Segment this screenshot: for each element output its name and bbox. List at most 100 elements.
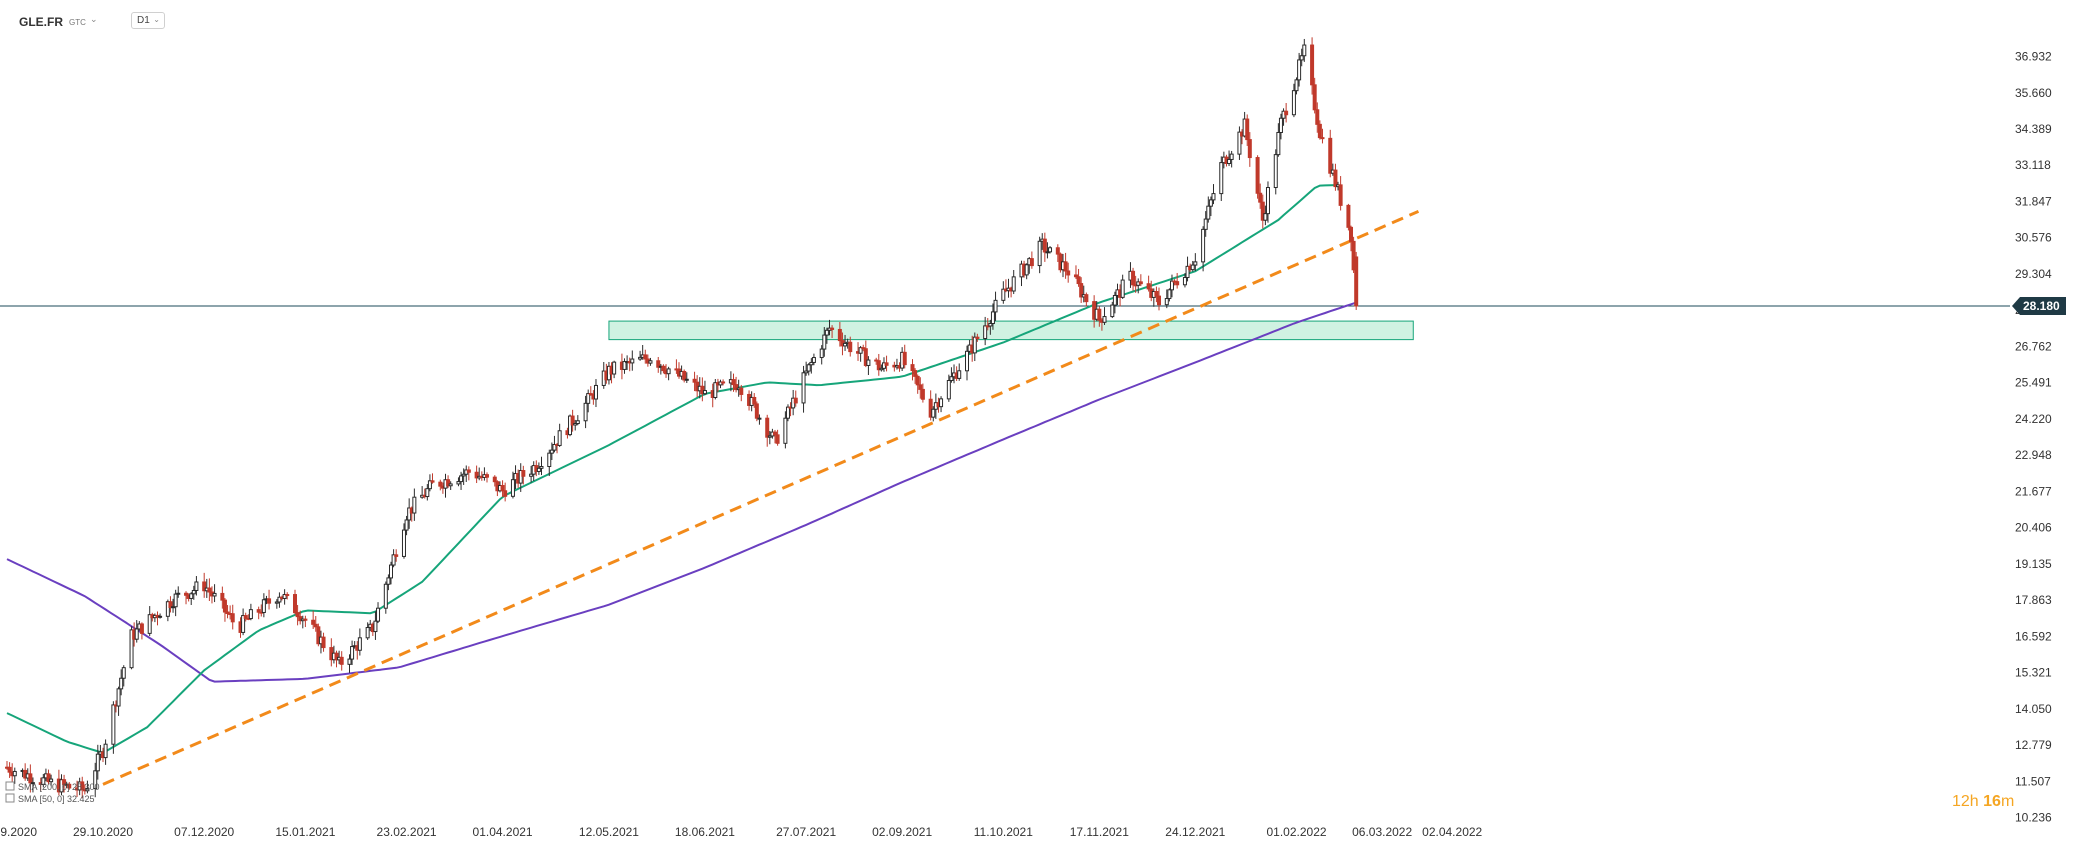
candle-bull [134,628,139,640]
candle-bear [1131,270,1136,286]
countdown-minutes-unit: m [2000,793,2015,810]
candle-bull [949,376,954,382]
candle-bull [1037,240,1042,267]
candle-bull [583,402,588,422]
candle-bull [965,350,970,372]
candle-bull [176,592,181,595]
candle-bull [1229,153,1234,160]
candle-bear [1146,283,1151,290]
candle-bear [243,615,248,619]
candle-bear [1175,281,1180,286]
candle-bull [804,370,809,374]
candle-bear [466,469,471,473]
candle-bull [1203,218,1208,230]
candle-bear [222,599,227,613]
symbol-name[interactable]: GLE.FR [19,15,63,29]
candle-bull [536,467,541,472]
candle-bear [1320,137,1325,140]
countdown-minutes: 16 [1983,793,2001,810]
candle-bull [630,358,635,364]
candle-bull [684,378,689,381]
candle-bull [988,322,993,327]
candle-bear [339,656,344,665]
candle-bear [773,431,778,436]
candle-bear [692,378,697,383]
candle-bear [775,434,780,444]
x-tick-label: 24.12.2021 [1165,825,1225,839]
candle-bull [121,667,126,679]
candle-bull [12,770,17,777]
countdown-hours: 12 [1952,793,1970,810]
candle-bear [752,396,757,405]
chevron-down-icon: ⌄ [153,15,160,24]
candle-bull [1297,59,1302,81]
candle-bear [521,470,526,477]
candle-bear [202,581,207,592]
candle-bear [295,612,300,618]
candle-bull [427,480,432,490]
candle-bull [1102,316,1107,323]
candle-bull [702,390,707,395]
candle-bull [459,475,464,483]
candle-bear [876,360,881,371]
timeframe-select[interactable]: D1 ⌄ [131,12,165,29]
trendline [102,209,1420,786]
y-tick-label: 14.050 [2015,702,2052,716]
candle-bull [783,417,788,444]
candle-bull [946,380,951,400]
candle-bear [1328,137,1333,174]
candle-bear [303,618,308,621]
candle-bull [1208,199,1213,207]
candle-bull [391,554,396,566]
candle-bear [1255,157,1260,194]
candle-bull [931,408,936,418]
chevron-down-icon[interactable]: ⌄ [90,14,98,24]
y-tick-label: 25.491 [2015,376,2052,390]
candle-bear [394,554,399,557]
candle-bull [983,325,988,340]
candle-bear [884,362,889,366]
candle-bull [158,615,163,618]
candle-bull [383,583,388,609]
candle-bear [1066,270,1071,276]
candle-bull [713,382,718,398]
candle-bear [225,611,230,615]
y-tick-label: 30.576 [2015,231,2052,245]
candle-bear [915,375,920,386]
x-tick-label: 12.05.2021 [579,825,639,839]
y-tick-label: 22.948 [2015,448,2052,462]
chart-toolbar: GLE.FR GTC ⌄ D1 ⌄ [0,0,2079,40]
candle-bull [648,360,653,364]
price-tag-box [2012,296,2066,315]
candle-bull [666,368,671,375]
candle-bear [910,364,915,372]
candle-bear [1333,169,1338,188]
candle-bull [111,704,116,745]
candle-bull [373,620,378,633]
candle-bull [165,601,170,617]
y-axis: 36.932 35.660 34.389 33.118 31.847 30.576 29.3… [2015,50,2052,825]
candle-bull [365,627,370,639]
candle-bull [1227,158,1232,165]
candle-bull [612,361,617,375]
x-tick-label: 02.09.2021 [872,825,932,839]
candle-bull [843,342,848,347]
candle-bull [510,479,515,497]
candle-bull [1265,187,1270,215]
candle-bull [376,607,381,622]
candle-bull [461,473,466,477]
candle-bull [1182,277,1187,286]
candle-bear [731,379,736,386]
candle-bull [1206,205,1211,220]
candle-bear [920,388,925,400]
candle-bull [586,393,591,404]
candle-bear [139,623,144,634]
candle-bull [1211,193,1216,201]
candle-bear [1042,238,1047,253]
indicator-settings-icon [5,793,15,803]
x-tick-label: 22.09.2020 [0,825,37,839]
candle-bull [547,452,552,467]
candle-bull [389,564,394,579]
candle-bear [220,592,225,601]
